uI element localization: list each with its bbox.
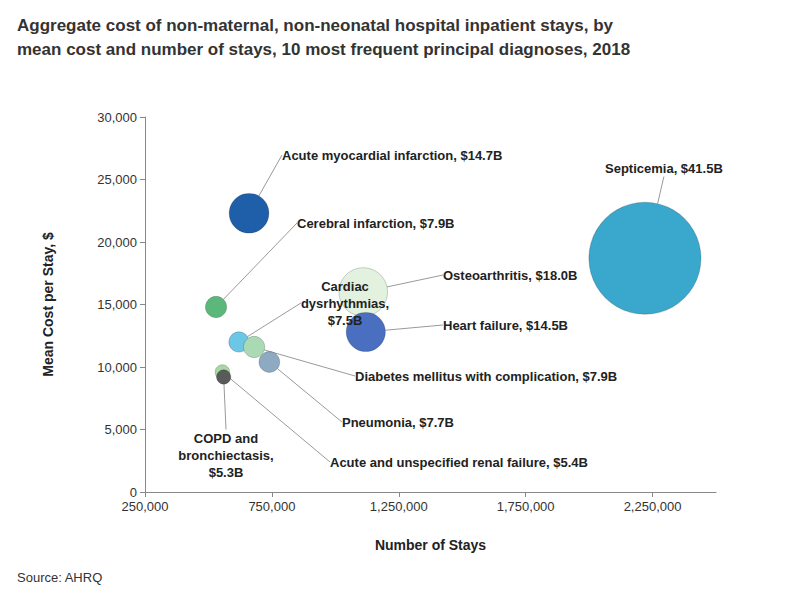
svg-text:15,000: 15,000: [97, 297, 137, 312]
svg-text:Heart failure, $14.5B: Heart failure, $14.5B: [443, 318, 568, 333]
svg-text:$5.3B: $5.3B: [209, 465, 244, 480]
svg-text:Source: AHRQ: Source: AHRQ: [17, 570, 102, 585]
svg-text:Pneumonia, $7.7B: Pneumonia, $7.7B: [342, 415, 454, 430]
svg-text:bronchiectasis,: bronchiectasis,: [178, 448, 273, 463]
svg-text:5,000: 5,000: [104, 422, 137, 437]
svg-text:750,000: 750,000: [248, 499, 295, 514]
svg-text:20,000: 20,000: [97, 235, 137, 250]
svg-text:COPD and: COPD and: [194, 431, 258, 446]
svg-text:$7.5B: $7.5B: [328, 313, 363, 328]
svg-text:dysrhythmias,: dysrhythmias,: [301, 296, 389, 311]
svg-text:mean cost and number of stays,: mean cost and number of stays, 10 most f…: [17, 40, 630, 59]
svg-text:Diabetes mellitus with complic: Diabetes mellitus with complication, $7.…: [355, 369, 617, 384]
svg-text:0: 0: [130, 485, 137, 500]
svg-text:Aggregate cost of non-maternal: Aggregate cost of non-maternal, non-neon…: [17, 16, 614, 35]
svg-text:Number of Stays: Number of Stays: [375, 537, 486, 553]
svg-text:Acute and unspecified renal fa: Acute and unspecified renal failure, $5.…: [330, 455, 588, 470]
svg-text:10,000: 10,000: [97, 360, 137, 375]
svg-text:Septicemia, $41.5B: Septicemia, $41.5B: [605, 161, 723, 176]
svg-text:1,250,000: 1,250,000: [370, 499, 428, 514]
svg-text:Osteoarthritis, $18.0B: Osteoarthritis, $18.0B: [443, 268, 577, 283]
svg-text:2,250,000: 2,250,000: [624, 499, 682, 514]
svg-text:Mean Cost per Stay, $: Mean Cost per Stay, $: [40, 232, 56, 377]
svg-text:Cerebral infarction, $7.9B: Cerebral infarction, $7.9B: [297, 216, 455, 231]
svg-text:1,750,000: 1,750,000: [497, 499, 555, 514]
svg-text:Acute myocardial infarction, $: Acute myocardial infarction, $14.7B: [282, 148, 502, 163]
svg-text:30,000: 30,000: [97, 110, 137, 125]
svg-text:25,000: 25,000: [97, 172, 137, 187]
svg-text:Cardiac: Cardiac: [321, 279, 369, 294]
svg-text:250,000: 250,000: [122, 499, 169, 514]
